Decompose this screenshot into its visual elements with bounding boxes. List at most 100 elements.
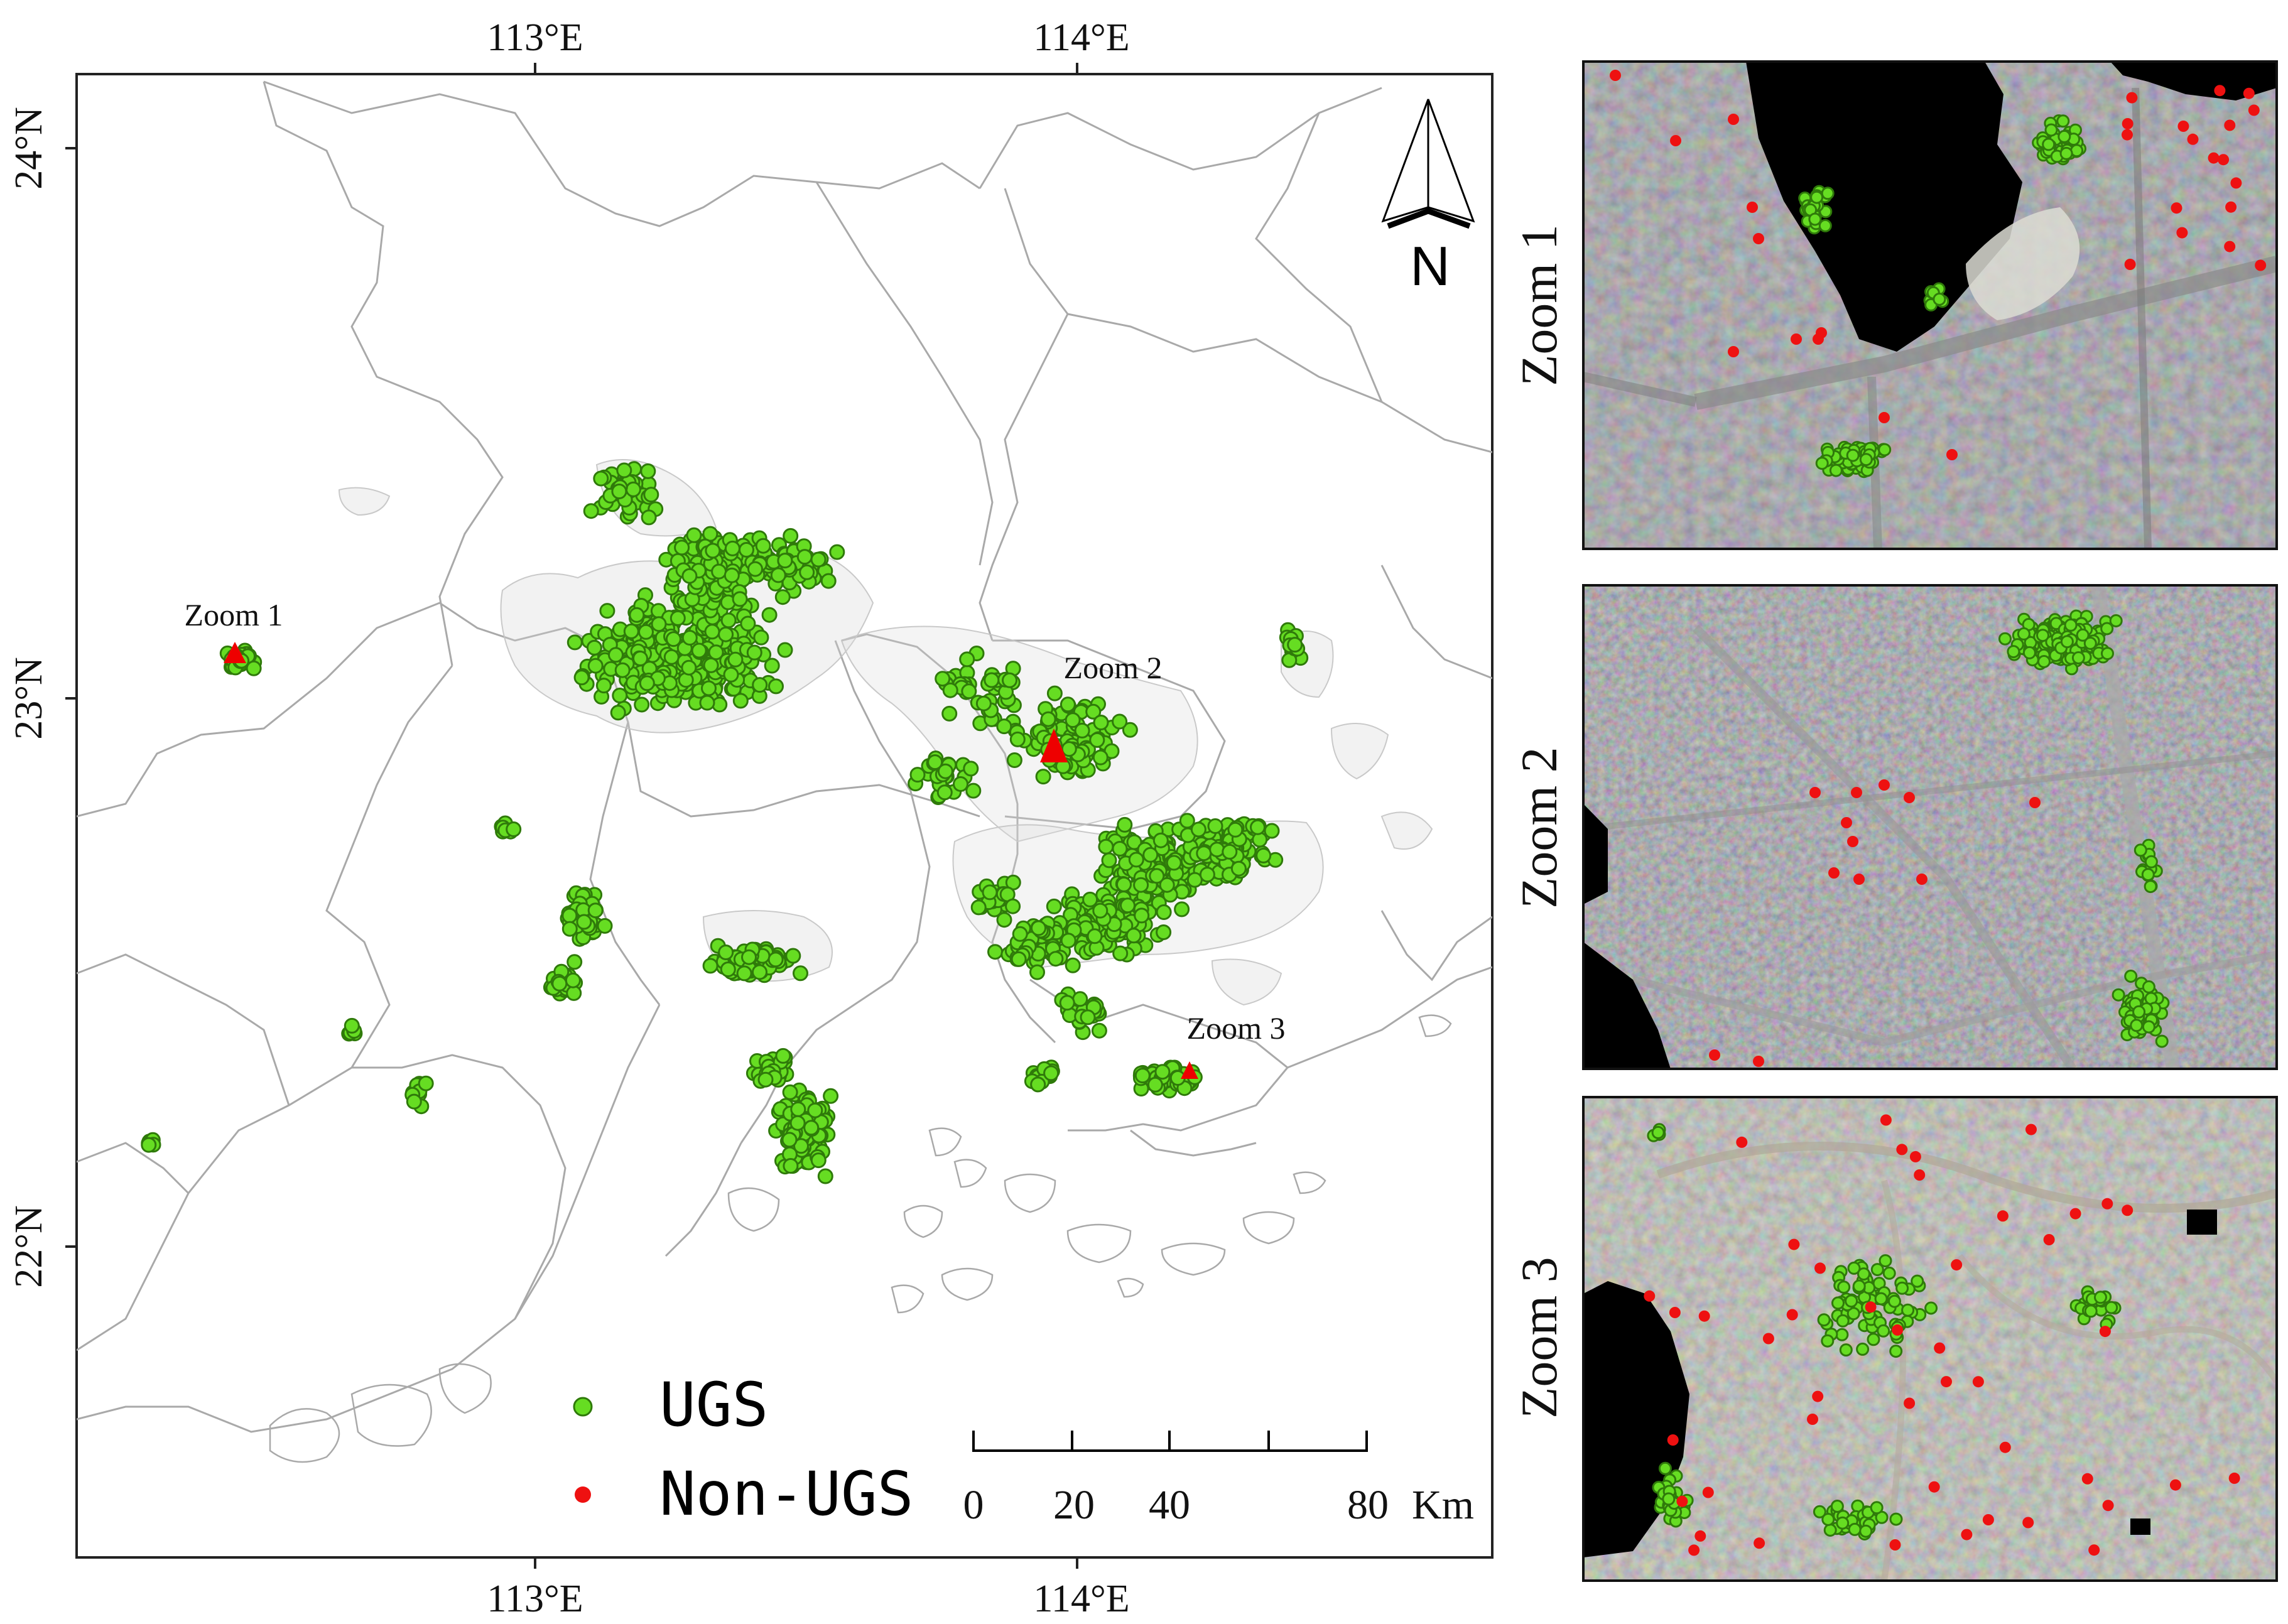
ugs-point: [1658, 1461, 1672, 1475]
ugs-point: [810, 1152, 827, 1169]
ugs-point: [1166, 855, 1182, 871]
non-ugs-point: [2243, 87, 2255, 99]
ugs-point: [937, 763, 953, 779]
ugs-point: [753, 629, 769, 646]
ugs-point: [2101, 647, 2114, 661]
ugs-point: [2007, 645, 2020, 659]
ugs-point: [640, 463, 656, 479]
ugs-point: [1092, 749, 1109, 766]
ugs-point: [987, 944, 1003, 960]
ugs-point: [807, 1102, 823, 1118]
ugs-point: [2071, 651, 2085, 664]
ugs-point: [608, 647, 624, 663]
legend-non-ugs-symbol: [575, 1486, 591, 1503]
admin-boundaries: [77, 80, 1492, 1433]
non-ugs-point: [1909, 1150, 1921, 1162]
non-ugs-point: [2025, 1123, 2037, 1135]
ugs-point: [2042, 138, 2056, 151]
ugs-point: [1196, 845, 1212, 862]
ugs-point: [1857, 1267, 1870, 1281]
left-tick-22n: 22°N: [8, 1205, 50, 1288]
scale-bar: [972, 1431, 1368, 1452]
ugs-point: [1012, 926, 1028, 942]
ugs-point: [566, 985, 582, 1001]
ugs-point: [764, 658, 780, 674]
ugs-point: [996, 718, 1012, 735]
ugs-point: [1120, 897, 1136, 914]
ugs-point: [2112, 988, 2125, 1002]
non-ugs-point: [1941, 1376, 1952, 1388]
ugs-point: [829, 544, 845, 560]
ugs-point: [774, 589, 791, 605]
ugs-point: [561, 921, 578, 937]
ugs-point: [820, 573, 837, 589]
zoom-panel-2-road-a: [2091, 585, 2180, 1069]
non-ugs-point: [1754, 1537, 1765, 1549]
ugs-point: [777, 553, 793, 569]
zoom-marker-1: Zoom 1: [185, 597, 283, 663]
ugs-point: [953, 776, 968, 792]
islands: [269, 1014, 1452, 1463]
ugs-point: [1847, 1261, 1861, 1275]
non-ugs-point: [1610, 70, 1621, 81]
non-ugs-point: [1999, 1441, 2011, 1453]
ugs-point: [1846, 448, 1860, 462]
ugs-point: [2141, 868, 2155, 882]
non-ugs-point: [1753, 1056, 1764, 1067]
ugs-point: [959, 651, 975, 668]
ugs-point: [1091, 1022, 1107, 1039]
non-ugs-point: [1669, 1307, 1681, 1318]
non-ugs-point: [1809, 787, 1821, 798]
ugs-point: [1060, 696, 1076, 713]
non-ugs-point: [1728, 346, 1739, 357]
ugs-point: [1878, 443, 1892, 457]
ugs-point: [629, 607, 645, 623]
ugs-point: [757, 1071, 774, 1088]
ugs-point: [1117, 816, 1133, 833]
ugs-point: [799, 564, 815, 580]
ugs-point: [1065, 712, 1081, 728]
legend-ugs-label: UGS: [659, 1370, 768, 1440]
ugs-point: [614, 662, 631, 678]
ugs-point: [1174, 901, 1190, 918]
zoom-panel-1-water-2: [2110, 62, 2277, 100]
ugs-point: [752, 964, 767, 980]
ugs-point: [681, 659, 697, 676]
ugs-point: [702, 958, 718, 974]
ugs-point: [1874, 1292, 1888, 1306]
zoom-marker-3: Zoom 3: [1181, 1010, 1285, 1079]
scale-label-80: 80: [1347, 1482, 1389, 1528]
non-ugs-point: [2230, 177, 2242, 189]
ugs-sample-points: [141, 461, 1309, 1184]
ugs-point: [747, 561, 763, 577]
zoom-panel-2-label: Zoom 2: [1510, 747, 1568, 908]
ugs-point: [1821, 1513, 1835, 1526]
ugs-point: [739, 542, 754, 558]
ugs-point: [708, 644, 724, 661]
ugs-point: [1859, 453, 1873, 467]
ugs-point: [1818, 219, 1832, 232]
ugs-point: [625, 481, 641, 497]
zoom-panel-2: Zoom 2: [1510, 584, 2278, 1070]
non-ugs-point: [1791, 333, 1802, 345]
ugs-point: [2155, 1034, 2169, 1048]
ugs-point: [1101, 852, 1117, 869]
ugs-point: [1845, 1294, 1858, 1308]
non-ugs-point: [1828, 867, 1840, 879]
non-ugs-point: [2099, 1326, 2111, 1338]
non-ugs-point: [2102, 1500, 2114, 1512]
zoom-panel-2-frame: [1582, 584, 2278, 1070]
non-ugs-point: [1889, 1539, 1901, 1551]
ugs-point: [732, 591, 748, 607]
ugs-point: [1839, 1343, 1853, 1357]
north-arrow-base: [1387, 208, 1471, 229]
non-ugs-point: [2208, 152, 2220, 164]
non-ugs-point: [1865, 1301, 1877, 1313]
ugs-point: [2133, 843, 2147, 857]
ugs-point: [1190, 821, 1206, 838]
ugs-point: [2058, 129, 2071, 143]
ugs-point: [1901, 1303, 1915, 1317]
non-ugs-point: [2255, 259, 2267, 271]
ugs-point: [777, 642, 793, 658]
ugs-point: [1835, 1328, 1849, 1341]
